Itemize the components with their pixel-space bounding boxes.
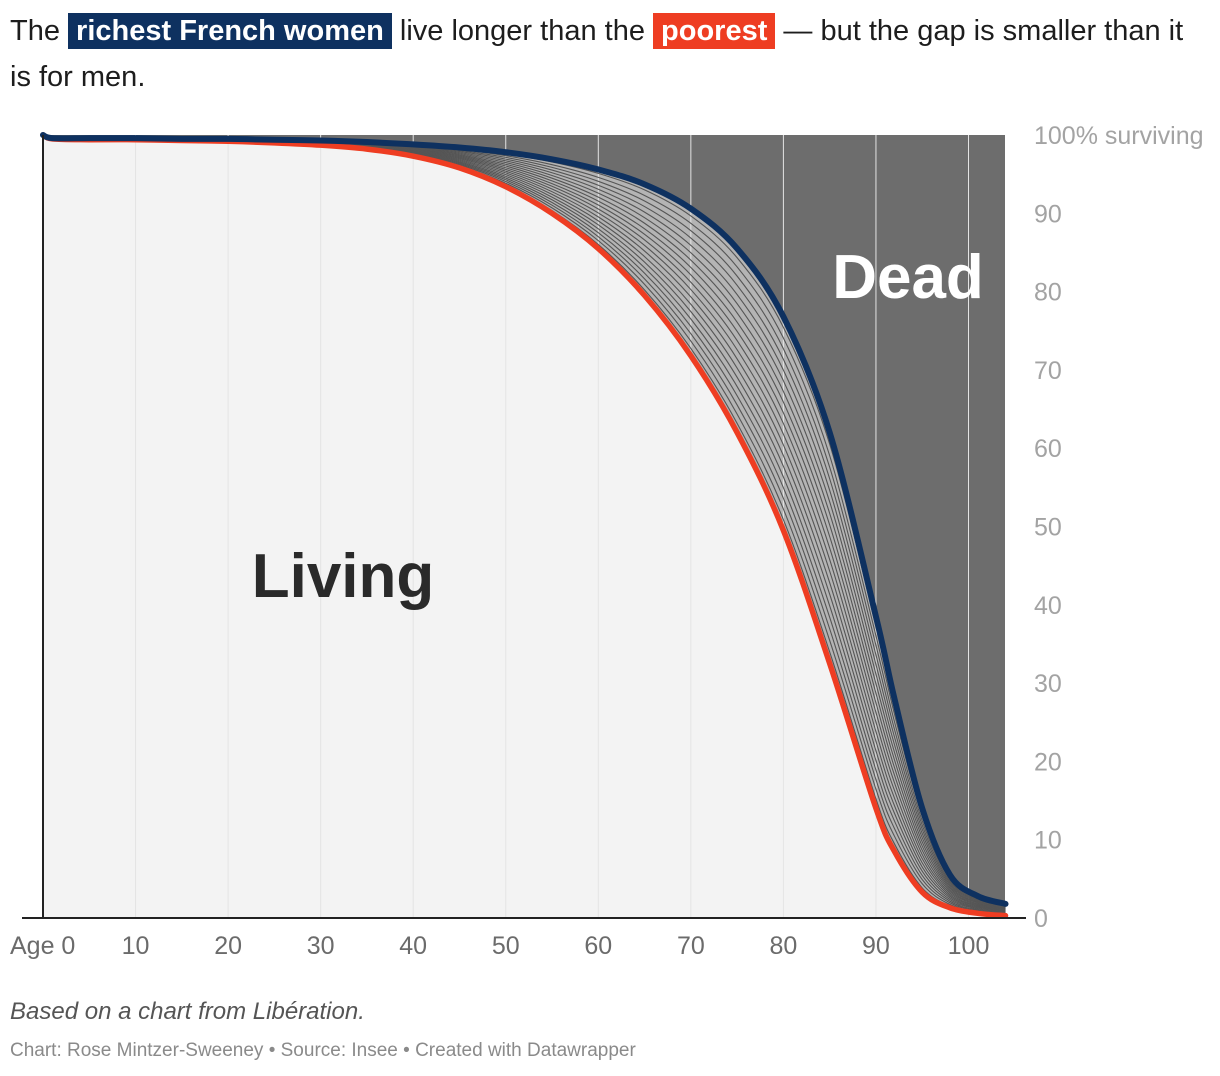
x-tick-label: 100 xyxy=(948,932,990,960)
y-tick-label: 20 xyxy=(1034,748,1062,776)
richest-highlight: richest French women xyxy=(68,13,392,49)
x-tick-label: 50 xyxy=(492,932,520,960)
y-tick-label: 80 xyxy=(1034,279,1062,307)
y-tick-label: 40 xyxy=(1034,592,1062,620)
y-tick-label: 100% surviving xyxy=(1034,122,1204,150)
living-area xyxy=(43,135,1006,918)
y-tick-label: 30 xyxy=(1034,670,1062,698)
x-tick-label: 80 xyxy=(769,932,797,960)
x-tick-label: 30 xyxy=(307,932,335,960)
x-tick-label: 60 xyxy=(584,932,612,960)
source-note: Based on a chart from Libération. xyxy=(10,998,365,1025)
x-tick-label: 70 xyxy=(677,932,705,960)
x-tick-label: 40 xyxy=(399,932,427,960)
dead-label: Dead xyxy=(832,243,984,312)
living-label: Living xyxy=(252,542,435,611)
poorest-highlight: poorest xyxy=(653,13,776,49)
richest-line xyxy=(40,132,1009,907)
y-tick-label: 70 xyxy=(1034,357,1062,385)
y-tick-label: 50 xyxy=(1034,514,1062,542)
y-tick-label: 60 xyxy=(1034,435,1062,463)
y-tick-label: 90 xyxy=(1034,200,1062,228)
headline-text-3: — but the gap is smaller than it is for … xyxy=(10,15,1184,93)
headline-text-1: The xyxy=(10,15,69,47)
x-tick-label: 20 xyxy=(214,932,242,960)
headline-text-2: live longer than the xyxy=(391,15,654,47)
x-tick-label: 90 xyxy=(862,932,890,960)
chart-headline: The richest French women live longer tha… xyxy=(10,8,1205,100)
chart-credit: Chart: Rose Mintzer-Sweeney • Source: In… xyxy=(10,1040,636,1061)
x-tick-label: Age 0 xyxy=(10,932,75,960)
y-tick-label: 0 xyxy=(1034,905,1048,933)
y-tick-label: 10 xyxy=(1034,827,1062,855)
x-tick-label: 10 xyxy=(122,932,150,960)
survival-chart: Age 0 10 20 30 40 50 60 70 80 90 100 0 10 20 30 40 50 60 7… xyxy=(10,122,1204,960)
